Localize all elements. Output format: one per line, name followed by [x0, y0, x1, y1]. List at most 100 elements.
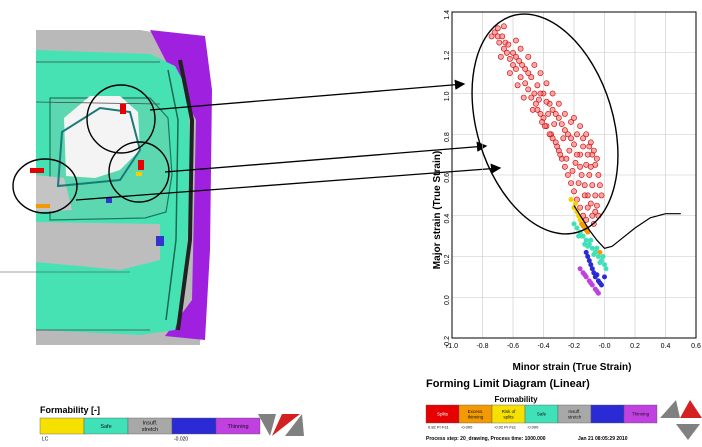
- legend-label: Insuff.: [568, 409, 580, 414]
- strain-point: [505, 41, 512, 48]
- logo-left-red-triangle: [272, 414, 300, 436]
- forming-limit-curve: [573, 205, 681, 249]
- strain-point: [580, 223, 586, 229]
- arrow-middle: [164, 141, 488, 173]
- strain-point: [565, 172, 571, 178]
- strain-point: [496, 39, 503, 46]
- strain-point: [555, 115, 562, 121]
- strain-point: [575, 180, 582, 186]
- strain-point: [510, 49, 516, 56]
- strain-point: [533, 100, 539, 107]
- strain-point: [582, 241, 588, 247]
- strain-point: [594, 202, 600, 209]
- strain-points: [488, 23, 609, 296]
- panel-inner-outline: [56, 106, 142, 188]
- strain-point: [583, 249, 589, 255]
- strain-point: [557, 151, 564, 158]
- strain-point: [513, 66, 519, 72]
- strain-point: [506, 70, 513, 76]
- strain-point: [577, 123, 583, 129]
- strain-point: [588, 280, 594, 286]
- y-tick-label: 0.6: [444, 173, 451, 183]
- panel-risk-spot-2: [138, 160, 144, 170]
- panel-risk-spot-3: [30, 168, 44, 173]
- strain-point: [566, 147, 573, 154]
- strain-point: [543, 80, 550, 87]
- strain-point: [537, 111, 544, 117]
- strain-point: [571, 115, 577, 121]
- x-tick-label: 0.2: [630, 343, 640, 350]
- legend-tick: -0.02 Pr Fs1: [494, 425, 517, 430]
- strain-point: [560, 135, 567, 142]
- legend-label: Risk of: [502, 409, 517, 414]
- x-axis-label: Minor strain (True Strain): [513, 362, 632, 373]
- strain-point: [572, 201, 578, 207]
- y-axis-label: Major strain (True Strain): [432, 151, 443, 269]
- legend-cell: [171, 417, 217, 435]
- chart-title: Forming Limit Diagram (Linear): [426, 378, 590, 390]
- strain-point: [586, 172, 593, 178]
- strain-point: [554, 143, 561, 150]
- strain-point: [536, 96, 542, 103]
- legend-cell: [623, 404, 658, 424]
- panel-grey-lower: [36, 222, 160, 270]
- strain-point: [562, 163, 568, 170]
- strain-point: [558, 121, 565, 127]
- strain-point: [574, 151, 580, 158]
- strain-point: [594, 272, 600, 278]
- panel-risk-spot: [120, 104, 126, 114]
- y-tick-labels: -0.2 0.0 0.2 0.4 0.6 0.8 1.0 1.2 1.4: [444, 10, 451, 348]
- x-tick-label: -0.2: [568, 343, 580, 350]
- strain-point: [525, 53, 532, 60]
- x-tick-label: -0.0: [598, 343, 610, 350]
- strain-point: [584, 151, 591, 158]
- y-tick-label: 0.2: [444, 254, 451, 264]
- strain-point: [500, 23, 507, 30]
- strain-point: [562, 127, 568, 134]
- strain-point: [580, 135, 586, 142]
- strain-point: [590, 147, 597, 154]
- strain-point: [595, 172, 602, 178]
- panel-blue-patch-2: [106, 198, 112, 203]
- strain-point: [531, 62, 538, 68]
- strain-point: [497, 53, 504, 60]
- strain-point: [539, 119, 545, 125]
- strain-point: [601, 262, 607, 268]
- strain-point: [597, 260, 603, 266]
- autoform-logo-left: [258, 414, 304, 436]
- panel-grey-area: [36, 175, 72, 212]
- y-tick-label: 0.4: [444, 214, 451, 224]
- strain-point: [571, 221, 577, 227]
- plot-frame: [451, 11, 697, 339]
- legend-left-cells: Safe Insuff.stretch Thinning: [39, 417, 261, 435]
- legend-cell: [215, 417, 261, 435]
- strain-point: [568, 119, 574, 125]
- strain-point: [506, 56, 513, 62]
- strain-point: [513, 53, 519, 60]
- strain-point: [589, 245, 595, 251]
- strain-point: [589, 266, 595, 272]
- strain-point: [582, 272, 588, 278]
- strain-point: [592, 192, 599, 199]
- legend-label: Insuff.: [143, 421, 158, 427]
- strain-point: [600, 254, 606, 260]
- strain-point: [491, 29, 498, 36]
- panel-rib: [176, 59, 195, 331]
- panel-yellow-spot-2: [36, 204, 50, 208]
- x-tick-label: -0.4: [537, 343, 549, 350]
- strain-point: [572, 159, 579, 166]
- legend-label: Safe: [537, 412, 547, 417]
- logo-right-grey-triangle-2: [676, 424, 700, 440]
- legend-right-ticks: 0.82 Pr Fs1 -0.000 -0.02 Pr Fs1 -0.000: [428, 425, 539, 430]
- strain-point: [603, 266, 609, 272]
- panel-window: [64, 96, 140, 178]
- strain-point: [528, 74, 535, 81]
- strain-point: [562, 111, 568, 117]
- y-tick-label: 0.8: [444, 132, 451, 142]
- x-tick-label: 0.6: [691, 343, 701, 350]
- panel-mesh: [0, 20, 240, 360]
- strain-point: [549, 135, 556, 142]
- strain-point: [587, 139, 594, 146]
- strain-point: [594, 245, 600, 251]
- strain-point: [581, 192, 588, 199]
